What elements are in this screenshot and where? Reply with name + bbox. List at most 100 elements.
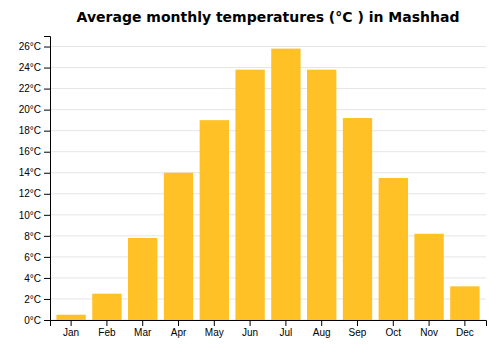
tick: 26°C	[19, 41, 50, 52]
tick: 24°C	[19, 62, 50, 73]
tick-label: May	[205, 327, 224, 338]
bar	[92, 294, 121, 320]
tick: 12°C	[19, 188, 50, 199]
tick-label: 22°C	[19, 83, 41, 94]
tick: 0°C	[24, 315, 50, 326]
tick: Sep	[349, 320, 367, 338]
grid-line	[50, 130, 486, 131]
bars	[56, 49, 479, 320]
tick-mark	[357, 320, 358, 326]
tick-label: 4°C	[24, 273, 41, 284]
tick-label: Jun	[242, 327, 258, 338]
tick: 16°C	[19, 146, 50, 157]
tick: Mar	[134, 320, 152, 338]
tick-mark	[44, 320, 50, 321]
y-axis: 0°C 2°C 4°C 6°C 8°C 10°C 12°C 14°C 16°C 18°C 20°C 2…	[19, 37, 51, 326]
bar	[200, 120, 229, 320]
grid-line	[50, 214, 486, 215]
tick-mark	[44, 47, 50, 48]
bar	[164, 173, 193, 320]
tick-mark	[44, 173, 50, 174]
tick-mark	[429, 320, 430, 326]
tick: 4°C	[24, 273, 50, 284]
chart: 0°C 2°C 4°C 6°C 8°C 10°C 12°C 14°C 16°C 18°C 20°C 2…	[0, 0, 500, 350]
bar	[343, 118, 372, 320]
tick-mark	[44, 299, 50, 300]
tick-label: Jul	[279, 327, 292, 338]
tick: Jun	[242, 320, 258, 338]
plot: 0°C 2°C 4°C 6°C 8°C 10°C 12°C 14°C 16°C 18°C 20°C 2…	[19, 37, 487, 339]
tick-mark	[44, 278, 50, 279]
tick: 18°C	[19, 125, 50, 136]
tick-label: Apr	[171, 327, 187, 338]
tick-label: 6°C	[24, 252, 41, 263]
x-axis: JanFebMarAprMayJunJulAugSepOctNovDec	[51, 320, 487, 338]
tick-mark	[44, 68, 50, 69]
tick-mark	[44, 257, 50, 258]
tick: Oct	[386, 320, 402, 338]
tick-mark	[44, 215, 50, 216]
tick-mark	[44, 89, 50, 90]
tick-mark	[44, 131, 50, 132]
tick-mark	[285, 320, 286, 326]
tick-label: 14°C	[19, 167, 41, 178]
bar	[307, 70, 336, 320]
tick: Apr	[171, 320, 187, 338]
tick: 8°C	[24, 231, 50, 242]
tick-label: 0°C	[24, 315, 41, 326]
tick: 20°C	[19, 104, 50, 115]
tick-mark	[44, 236, 50, 237]
bar	[450, 286, 479, 320]
tick: 10°C	[19, 210, 50, 221]
tick-label: 12°C	[19, 188, 41, 199]
tick-mark	[393, 320, 394, 326]
axis-line	[44, 37, 51, 321]
grid-line	[50, 193, 486, 194]
tick-label: Dec	[456, 327, 474, 338]
grid-line	[50, 151, 486, 152]
grid	[50, 47, 486, 320]
tick-label: Feb	[98, 327, 116, 338]
tick-mark	[106, 320, 107, 326]
bar	[128, 238, 157, 320]
tick-label: Oct	[386, 327, 402, 338]
tick: 2°C	[24, 294, 50, 305]
tick-label: 26°C	[19, 41, 41, 52]
tick-label: 8°C	[24, 231, 41, 242]
tick-label: 18°C	[19, 125, 41, 136]
grid-line	[50, 88, 486, 89]
tick-label: 2°C	[24, 294, 41, 305]
tick: Jan	[63, 320, 79, 338]
tick: 22°C	[19, 83, 50, 94]
tick-label: 24°C	[19, 62, 41, 73]
title: Average monthly temperatures (°C ) in Ma…	[77, 9, 460, 25]
tick-mark	[142, 320, 143, 326]
tick: May	[205, 320, 224, 338]
tick: Feb	[98, 320, 116, 338]
tick: Dec	[456, 320, 474, 338]
tick: Nov	[420, 320, 438, 338]
bar	[379, 178, 408, 320]
tick: Jul	[279, 320, 292, 338]
tick-label: 10°C	[19, 210, 41, 221]
tick-label: 20°C	[19, 104, 41, 115]
tick-mark	[44, 194, 50, 195]
tick-label: 16°C	[19, 146, 41, 157]
tick-mark	[44, 152, 50, 153]
bar	[271, 49, 300, 320]
tick-mark	[321, 320, 322, 326]
tick-label: Jan	[63, 327, 79, 338]
bar	[414, 234, 443, 320]
grid-line	[50, 67, 486, 68]
grid-line	[50, 172, 486, 173]
tick-mark	[214, 320, 215, 326]
tick-mark	[464, 320, 465, 326]
grid-line	[50, 109, 486, 110]
tick: 6°C	[24, 252, 50, 263]
tick-label: Mar	[134, 327, 152, 338]
tick-label: Nov	[420, 327, 438, 338]
axis-line	[51, 321, 487, 327]
tick-label: Sep	[349, 327, 367, 338]
bar	[235, 70, 264, 320]
tick: 14°C	[19, 167, 50, 178]
